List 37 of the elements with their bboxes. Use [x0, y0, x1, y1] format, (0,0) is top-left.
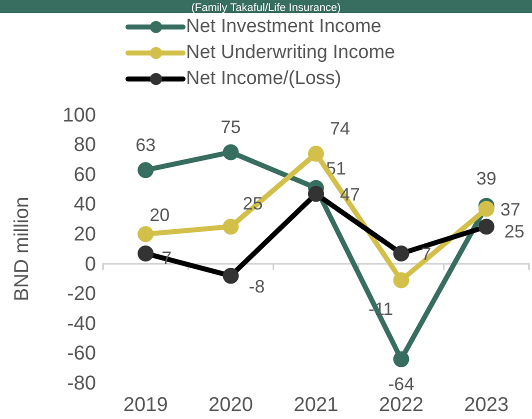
y-tick-label: -60: [67, 342, 96, 365]
data-label: 74: [330, 118, 350, 138]
data-label: 20: [150, 204, 170, 225]
data-label: 37: [500, 200, 520, 220]
point: [138, 162, 154, 178]
y-tick-label: -20: [67, 283, 96, 306]
point: [308, 146, 324, 162]
data-label: 39: [476, 168, 496, 189]
y-tick-label: 0: [84, 253, 96, 276]
x-tick-label: 2022: [378, 394, 424, 416]
x-tick-label: 2023: [464, 394, 509, 416]
point: [393, 272, 410, 288]
y-tick-label: -40: [67, 312, 96, 335]
data-label: -64: [388, 374, 414, 394]
y-tick-label: 20: [74, 224, 96, 246]
y-tick-label: 40: [74, 194, 96, 216]
point: [393, 351, 410, 368]
y-tick-label: 60: [74, 164, 96, 186]
y-tick-label: -80: [67, 372, 96, 394]
x-tick-label: 2019: [123, 394, 168, 416]
x-tick-label: 2020: [208, 394, 254, 416]
data-label: 75: [220, 116, 241, 137]
y-tick-label: 100: [62, 104, 96, 126]
chart-title: (Family Takaful/Life Insurance): [191, 2, 341, 14]
point: [222, 144, 239, 160]
data-label: -8: [248, 276, 265, 297]
legend-label: Net Income/(Loss): [186, 68, 342, 90]
legend-label: Net Investment Income: [186, 16, 382, 38]
legend-label: Net Underwriting Income: [186, 42, 396, 64]
data-label: 63: [136, 134, 156, 155]
point: [222, 218, 239, 235]
data-label: 25: [504, 221, 524, 242]
point: [478, 200, 494, 217]
x-tick-label: 2021: [294, 394, 338, 416]
y-tick-label: 80: [74, 134, 96, 156]
y-axis-title: BND million: [11, 196, 33, 302]
point: [138, 226, 154, 242]
